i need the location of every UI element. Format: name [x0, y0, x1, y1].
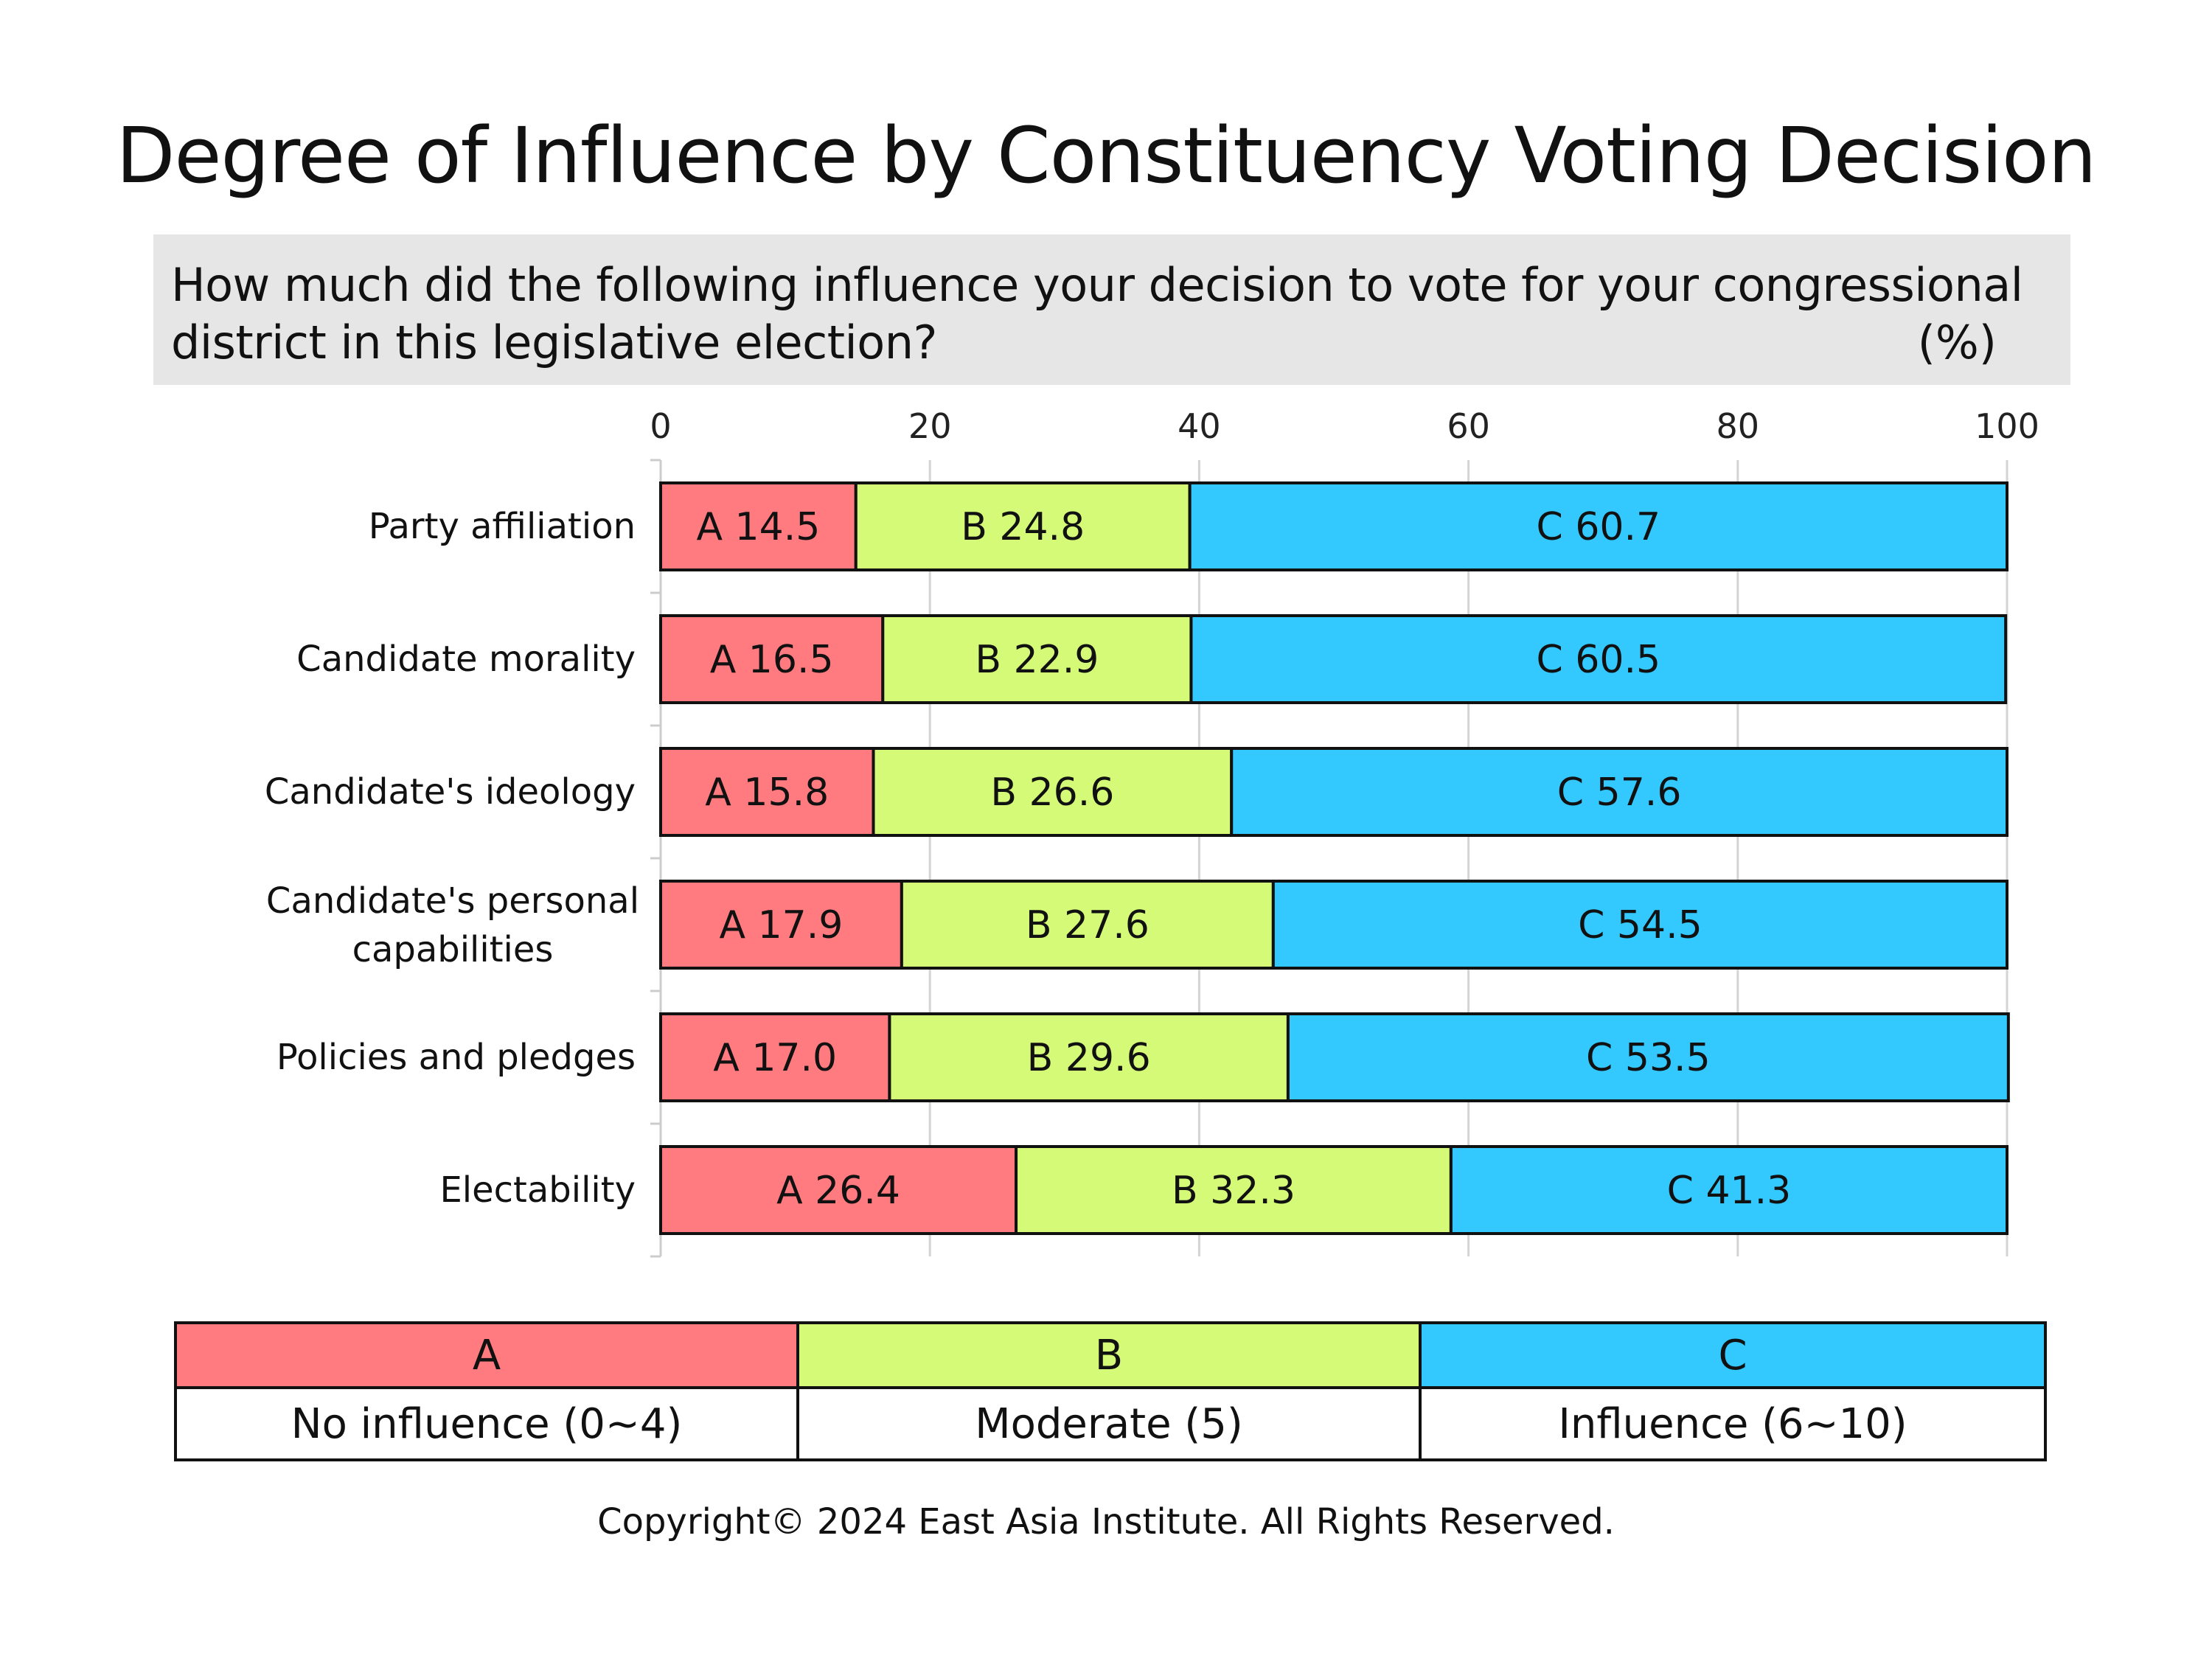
x-tick-label: 80 [1717, 406, 1760, 446]
bar-segment-a [659, 614, 885, 704]
data-label: B 24.8 [961, 505, 1085, 549]
bar-segment-a [659, 1145, 1018, 1235]
data-label: C 53.5 [1586, 1036, 1711, 1080]
unit-label: (%) [1917, 316, 1997, 369]
chart-title: Degree of Influence by Constituency Voti… [116, 111, 2096, 201]
data-label: C 60.5 [1536, 638, 1660, 682]
bar-segment-c [1286, 1012, 2010, 1102]
category-label: Candidate morality [296, 639, 636, 680]
data-label: A 15.8 [705, 771, 829, 815]
data-label: C 60.7 [1536, 505, 1660, 549]
bar-segment-b [881, 614, 1193, 704]
data-label: B 26.6 [990, 771, 1114, 815]
legend-label-c: Influence (6~10) [1558, 1399, 1907, 1448]
data-label: B 29.6 [1027, 1036, 1151, 1080]
legend-key-a: A [177, 1324, 799, 1389]
data-label: A 26.4 [776, 1169, 900, 1213]
category-label: Party affiliation [369, 506, 636, 547]
bar-segment-a [659, 747, 875, 837]
bar-segment-c [1449, 1145, 2009, 1235]
data-label: C 57.6 [1557, 771, 1682, 815]
legend-table: A B C No influence (0~4) Moderate (5) In… [174, 1321, 2047, 1461]
category-label: Candidate's ideology [265, 771, 636, 813]
copyright-footer: Copyright© 2024 East Asia Institute. All… [597, 1501, 1615, 1543]
category-label: Policies and pledges [276, 1037, 636, 1078]
category-label: Candidate's personal capabilities [266, 880, 639, 970]
data-label: C 41.3 [1667, 1169, 1792, 1213]
data-label: A 14.5 [696, 505, 820, 549]
data-label: A 16.5 [710, 638, 834, 682]
x-tick-label: 20 [908, 406, 952, 446]
category-label: Electability [439, 1169, 636, 1211]
x-tick-label: 60 [1447, 406, 1490, 446]
data-label: B 22.9 [975, 638, 1099, 682]
question-text: How much did the following influence you… [171, 258, 2023, 369]
bar-segment-c [1188, 481, 2008, 571]
question-box: How much did the following influence you… [153, 234, 2070, 385]
bar-segment-a [659, 1012, 891, 1102]
bar-segment-a [659, 880, 903, 970]
data-label: A 17.0 [713, 1036, 837, 1080]
legend-label-a: No influence (0~4) [177, 1389, 799, 1458]
data-label: C 54.5 [1578, 903, 1703, 947]
bar-segment-c [1189, 614, 2008, 704]
bar-segment-c [1230, 747, 2008, 837]
legend-key-c: C [1422, 1324, 2044, 1389]
data-label: B 32.3 [1172, 1169, 1295, 1213]
x-tick-label: 40 [1178, 406, 1221, 446]
bar-segment-b [872, 747, 1234, 837]
bar-segment-c [1271, 880, 2008, 970]
x-tick-label: 100 [1975, 406, 2039, 446]
bar-segment-b [854, 481, 1192, 571]
stacked-bar-chart: 0 20 40 60 80 100 Party affiliation A 14.5 B 24.… [265, 406, 2039, 1258]
data-label: B 27.6 [1026, 903, 1150, 947]
x-tick-label: 0 [650, 406, 671, 446]
data-label: A 17.9 [719, 903, 843, 947]
legend-key-b: B [799, 1324, 1422, 1389]
bar-segment-b [900, 880, 1275, 970]
bar-segment-b [1015, 1145, 1453, 1235]
legend-label-b: Moderate (5) [799, 1389, 1422, 1458]
